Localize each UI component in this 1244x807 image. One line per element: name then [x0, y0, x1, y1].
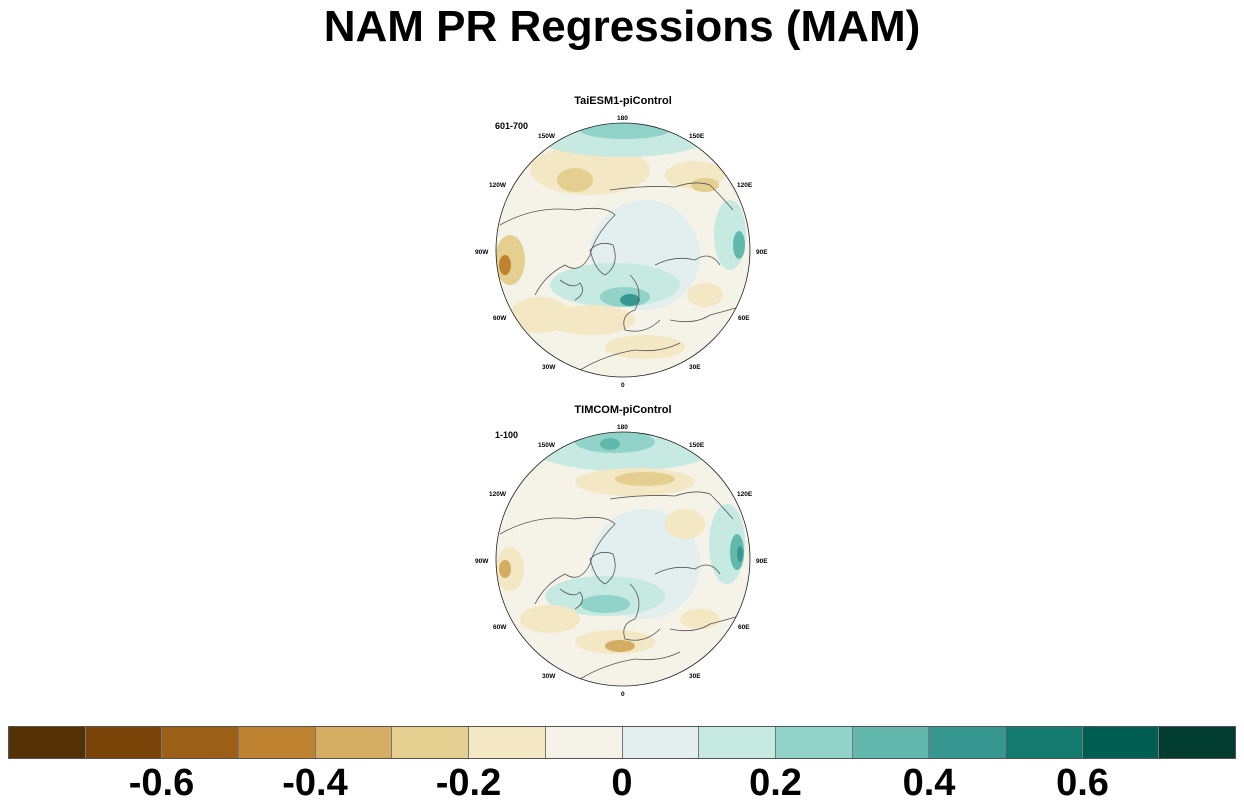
colorbar-segment: [85, 727, 163, 758]
colorbar-tick-label: 0: [611, 762, 633, 804]
colorbar-segment: [775, 727, 853, 758]
lon-label: 90W: [475, 558, 489, 565]
polar-map: [495, 122, 751, 378]
lon-label: 60W: [493, 624, 507, 631]
lon-label: 90E: [756, 558, 768, 565]
map-panel-taiesm1: TaiESM1-piControl 601-700: [470, 95, 780, 395]
lon-label: 30W: [542, 673, 556, 680]
lon-label: 60E: [738, 624, 750, 631]
panel-title: TaiESM1-piControl: [574, 95, 672, 107]
lon-label: 30E: [689, 364, 701, 371]
colorbar-segment: [545, 727, 623, 758]
lon-label: 180: [617, 115, 628, 122]
colorbar: [8, 726, 1236, 759]
colorbar-segment: [1005, 727, 1083, 758]
lon-label: 60E: [738, 315, 750, 322]
lon-label: 90E: [756, 249, 768, 256]
lon-label: 150E: [689, 442, 705, 449]
colorbar-segment: [469, 727, 546, 758]
colorbar-segment: [9, 727, 86, 758]
colorbar-tick-label: 0.2: [749, 762, 802, 804]
colorbar-segment: [1082, 727, 1160, 758]
lon-label: 120W: [489, 491, 506, 498]
colorbar-segment: [162, 727, 240, 758]
panel-period: 1-100: [495, 430, 519, 440]
lon-label: 150E: [689, 133, 705, 140]
lon-label: 90W: [475, 249, 489, 256]
lon-label: 30W: [542, 364, 556, 371]
map-panel-timcom: TIMCOM-piControl 1-100: [470, 404, 780, 704]
lon-label: 150W: [538, 133, 555, 140]
colorbar-segment: [852, 727, 930, 758]
colorbar-segment: [622, 727, 700, 758]
lon-label: 30E: [689, 673, 701, 680]
lon-label: 150W: [538, 442, 555, 449]
colorbar-tick-label: -0.6: [128, 762, 195, 804]
colorbar-tick-label: -0.4: [282, 762, 348, 804]
colorbar-segment: [392, 727, 470, 758]
colorbar-tick-label: 0.6: [1056, 762, 1109, 804]
panel-period: 601-700: [495, 121, 529, 131]
colorbar-segment: [1159, 727, 1235, 758]
lon-label: 120E: [737, 491, 753, 498]
colorbar-tick-label: -0.2: [435, 762, 502, 804]
colorbar-tick-label: 0.4: [902, 762, 956, 804]
figure-title: NAM PR Regressions (MAM): [323, 2, 921, 51]
lon-label: 0: [621, 382, 625, 389]
lon-label: 120E: [737, 182, 753, 189]
lon-label: 180: [617, 424, 628, 431]
polar-map: [495, 431, 751, 687]
colorbar-segment: [239, 727, 316, 758]
colorbar-segment: [929, 727, 1006, 758]
lon-label: 0: [621, 691, 625, 698]
lon-label: 60W: [493, 315, 507, 322]
panel-title: TIMCOM-piControl: [574, 404, 672, 416]
lon-label: 120W: [489, 182, 506, 189]
colorbar-segment: [315, 727, 393, 758]
colorbar-segment: [699, 727, 776, 758]
